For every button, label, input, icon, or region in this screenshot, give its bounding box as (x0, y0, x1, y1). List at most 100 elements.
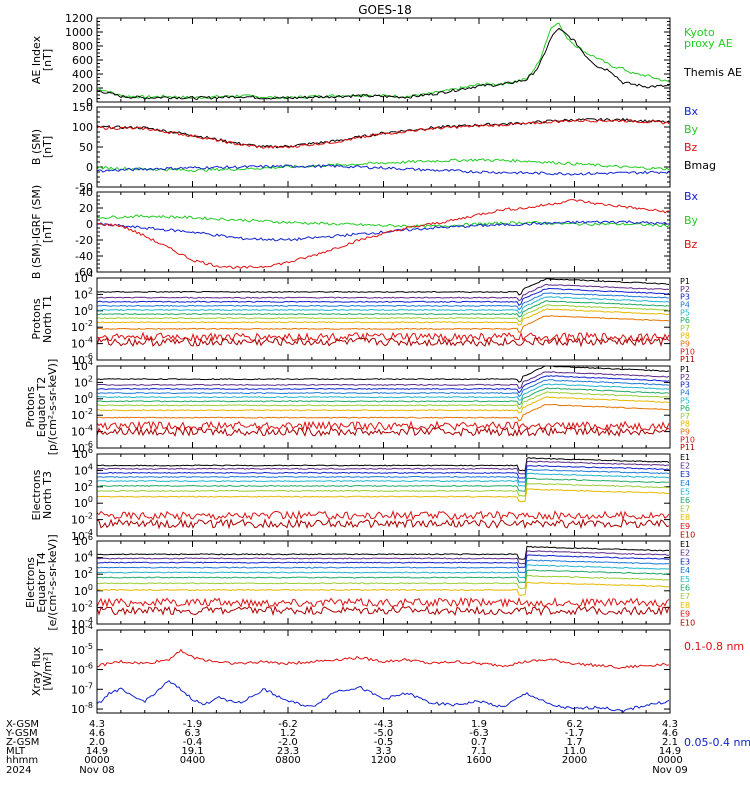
legend-entry: P11 (680, 355, 695, 364)
footer-cell: 2.0 (89, 737, 105, 748)
y-tick-label: 20 (79, 202, 93, 215)
footer-cell: 0000 (657, 755, 682, 766)
y-tick-label: 800 (72, 40, 93, 53)
y-tick-label: 102 (74, 479, 93, 494)
legend-entry: P6 (680, 404, 690, 413)
series-line (97, 300, 670, 318)
legend-entry: E5 (680, 575, 690, 584)
series-line (97, 383, 670, 401)
series-line (97, 331, 670, 344)
footer-cell: -6.3 (469, 728, 489, 739)
series-line (97, 296, 670, 314)
legend-entry: P4 (680, 300, 690, 309)
footer-cell: -5.0 (374, 728, 394, 739)
legend-entry: E4 (680, 566, 690, 575)
series-line (97, 574, 670, 590)
series-line (97, 554, 670, 569)
y-tick-label: 104 (74, 358, 93, 373)
legend-entry: P3 (680, 293, 690, 302)
y-tick-label: 600 (72, 54, 93, 67)
y-tick-label: 104 (74, 550, 93, 565)
footer-cell: 4.6 (662, 728, 678, 739)
footer-cell: -1.9 (183, 719, 203, 730)
legend-entry: Bx (684, 105, 699, 118)
legend-entry: Themis AE (683, 66, 742, 79)
series-line (97, 509, 670, 522)
legend-entry: E2 (680, 462, 690, 471)
footer-cell: 2.1 (662, 737, 678, 748)
legend-entry: P11 (680, 443, 695, 452)
y-tick-label: 100 (74, 303, 93, 318)
y-tick-label: -60 (75, 266, 93, 279)
series-line (97, 460, 670, 475)
y-tick-label: 1000 (65, 26, 93, 39)
legend-entry: proxy AE (684, 37, 733, 50)
y-axis-label: Protons (24, 386, 37, 427)
legend-entry: P9 (680, 428, 690, 437)
footer-cell: 2000 (562, 755, 587, 766)
legend-entry: E7 (680, 505, 690, 514)
y-axis-label: B (SM)-IGRF (SM) (30, 185, 43, 279)
footer-cell: 4.3 (89, 719, 105, 730)
panel-frame (96, 106, 671, 188)
footer-cell: 0.7 (471, 737, 487, 748)
legend-entry: P4 (680, 388, 690, 397)
footer-cell: 3.3 (376, 746, 392, 757)
y-axis-label: North T1 (41, 295, 54, 343)
series-line (97, 517, 670, 530)
legend-entry: P7 (680, 412, 690, 421)
y-tick-label: 10-4 (71, 622, 93, 637)
footer-cell: 1.9 (471, 719, 487, 730)
y-tick-label: 150 (72, 101, 93, 114)
series-line (97, 477, 670, 492)
y-axis-label: Electrons (24, 557, 37, 608)
footer-cell: -1.7 (565, 728, 585, 739)
series-line (97, 164, 670, 176)
y-tick-label: 100 (72, 121, 93, 134)
footer-cell: 14.9 (659, 746, 681, 757)
legend-entry: P2 (680, 373, 690, 382)
footer-cell: -4.3 (374, 719, 394, 730)
series-line (97, 118, 670, 149)
footer-cell: -6.2 (278, 719, 298, 730)
legend-entry: P10 (680, 435, 695, 444)
series-line (97, 396, 669, 414)
footer-row-label: 2024 (6, 765, 31, 776)
y-axis-label: [e/(cm²-s-sr-keV)] (46, 534, 59, 630)
legend-entry: P1 (680, 277, 690, 286)
y-tick-label: 10-4 (71, 424, 93, 439)
footer-cell: 23.3 (277, 746, 299, 757)
legend-entry: E5 (680, 487, 690, 496)
y-tick-label: 10-2 (71, 407, 93, 422)
y-tick-label: 10-6 (71, 440, 93, 455)
panel-8: 10-8 10-7 10-6 10-5 10-4 Xray flux[W/m²] 0.1-0… (30, 622, 750, 749)
series-line (97, 308, 670, 326)
y-tick-label: 10-8 (71, 701, 93, 716)
panel-3: -60 -40 -20 0 20 40 B (SM)-IGRF (SM)[nT] Bx By Bz (30, 185, 699, 279)
y-tick-label: 0 (86, 218, 93, 231)
y-tick-label: 10-6 (71, 352, 93, 367)
legend-entry: P5 (680, 308, 690, 317)
y-axis-label: Equator T2 (35, 377, 48, 437)
y-axis-label: [nT] (41, 221, 54, 243)
legend-entry: P5 (680, 396, 690, 405)
footer-cell: 7.1 (471, 746, 487, 757)
y-axis-label: Equator T4 (35, 552, 48, 612)
series-line (97, 564, 670, 579)
y-tick-label: 10-2 (71, 512, 93, 527)
series-line (97, 304, 670, 323)
y-tick-label: 0 (86, 161, 93, 174)
y-tick-label: 10-4 (71, 616, 93, 631)
footer-cell: 6.3 (185, 728, 201, 739)
y-tick-label: 102 (74, 286, 93, 301)
series-line (97, 648, 670, 670)
footer-row-label: Z-GSM (6, 737, 39, 748)
footer-row-label: Y-GSM (5, 728, 38, 739)
panel-frame (96, 191, 671, 273)
legend-entry: E8 (680, 601, 690, 610)
legend-entry: 0.05-0.4 nm (684, 736, 750, 749)
